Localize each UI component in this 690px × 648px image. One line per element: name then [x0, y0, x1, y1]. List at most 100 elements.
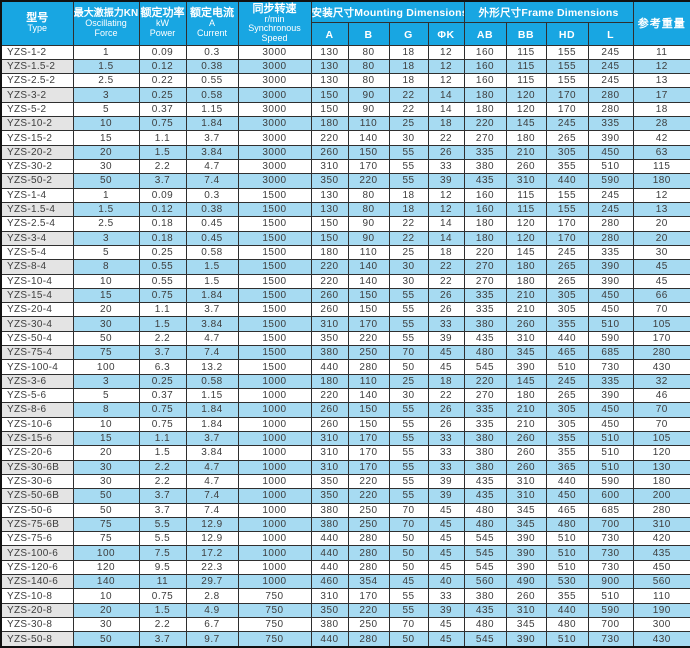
value-cell: 115	[505, 73, 547, 89]
value-cell: 335	[463, 144, 507, 161]
value-cell: 3000	[237, 130, 312, 146]
force-label-en2: Force	[94, 27, 118, 38]
value-cell: 280	[347, 631, 390, 648]
value-cell: 39	[427, 173, 465, 189]
value-cell: 380	[463, 158, 507, 175]
value-cell: 50	[72, 502, 140, 518]
value-cell: 1500	[237, 216, 312, 232]
value-cell: 0.58	[185, 244, 239, 261]
model-cell: YZS-20-6	[0, 445, 74, 461]
value-cell: 590	[587, 602, 634, 619]
value-cell: 480	[463, 345, 507, 361]
value-cell: 8	[72, 259, 140, 275]
value-cell: 0.58	[185, 373, 239, 390]
value-cell: 5.5	[138, 516, 187, 533]
value-cell: 17.2	[185, 545, 239, 561]
current-label-en: Current	[196, 27, 227, 38]
value-cell: 155	[545, 73, 589, 89]
table-body: YZS-1-2 1 0.09 0.3 3000 130 80 18 12 160 115 155 245…	[0, 44, 690, 648]
value-cell: 390	[587, 130, 634, 146]
value-cell: 10	[72, 116, 140, 132]
value-cell: 1.5	[138, 445, 187, 461]
value-cell: 80	[347, 44, 390, 60]
value-cell: 685	[587, 502, 634, 518]
value-cell: 265	[545, 130, 589, 146]
value-cell: 280	[347, 559, 390, 576]
value-cell: 190	[632, 602, 690, 619]
value-cell: 220	[347, 602, 390, 619]
model-cell: YZS-10-2	[0, 116, 74, 132]
value-cell: 440	[310, 559, 349, 576]
value-cell: 70	[388, 616, 429, 633]
value-cell: 270	[463, 273, 507, 289]
value-cell: 510	[587, 459, 634, 475]
model-cell: YZS-75-4	[0, 345, 74, 361]
value-cell: 75	[72, 516, 140, 533]
value-cell: 32	[632, 373, 690, 390]
speed-label-en2: Speed	[261, 32, 288, 43]
value-cell: 1000	[237, 545, 312, 561]
col-header-bb: BB	[505, 21, 547, 46]
value-cell: 545	[463, 559, 507, 576]
value-cell: 260	[310, 416, 349, 432]
table-row: YZS-100-6 100 7.5 17.2 1000 440 280 50 45 545 390 5…	[0, 545, 690, 561]
value-cell: 20	[72, 144, 140, 161]
value-cell: 900	[587, 574, 634, 590]
value-cell: 1000	[237, 416, 312, 432]
value-cell: 600	[587, 488, 634, 504]
value-cell: 115	[505, 44, 547, 60]
model-cell: YZS-3-6	[0, 373, 74, 390]
value-cell: 0.75	[138, 416, 187, 432]
value-cell: 115	[505, 187, 547, 203]
value-cell: 160	[463, 73, 507, 89]
value-cell: 29.7	[185, 574, 239, 590]
value-cell: 18	[427, 116, 465, 132]
table-row: YZS-30-6B 30 2.2 4.7 1000 310 170 55 33 380 260 365…	[0, 459, 690, 475]
value-cell: 50	[388, 359, 429, 375]
value-cell: 155	[545, 58, 589, 75]
value-cell: 80	[347, 58, 390, 75]
value-cell: 145	[505, 116, 547, 132]
value-cell: 120	[72, 559, 140, 576]
table-row: YZS-8-4 8 0.55 1.5 1500 220 140 30 22 270 180 265 39…	[0, 259, 690, 275]
value-cell: 18	[427, 373, 465, 390]
value-cell: 450	[632, 559, 690, 576]
model-cell: YZS-75-6	[0, 531, 74, 547]
value-cell: 305	[545, 144, 589, 161]
value-cell: 280	[632, 502, 690, 518]
value-cell: 450	[587, 144, 634, 161]
value-cell: 105	[632, 316, 690, 332]
value-cell: 265	[545, 387, 589, 404]
value-cell: 1000	[237, 473, 312, 490]
value-cell: 365	[545, 459, 589, 475]
value-cell: 4.7	[185, 330, 239, 347]
value-cell: 0.25	[138, 87, 187, 103]
speed-label-unit: r/min	[264, 13, 285, 24]
value-cell: 700	[587, 516, 634, 533]
value-cell: 22	[427, 273, 465, 289]
value-cell: 45	[427, 345, 465, 361]
value-cell: 140	[72, 574, 140, 590]
value-cell: 1500	[237, 187, 312, 203]
value-cell: 354	[347, 574, 390, 590]
frame-group-label: 外形尺寸Frame Dimensions	[478, 6, 619, 19]
value-cell: 150	[347, 302, 390, 318]
value-cell: 435	[463, 602, 507, 619]
value-cell: 245	[587, 44, 634, 60]
value-cell: 1500	[237, 273, 312, 289]
value-cell: 13	[632, 73, 690, 89]
value-cell: 280	[347, 359, 390, 375]
value-cell: 45	[427, 516, 465, 533]
value-cell: 170	[545, 101, 589, 118]
value-cell: 1.84	[185, 287, 239, 304]
value-cell: 0.75	[138, 287, 187, 304]
value-cell: 355	[545, 445, 589, 461]
value-cell: 750	[237, 602, 312, 619]
value-cell: 250	[347, 516, 390, 533]
value-cell: 1000	[237, 559, 312, 576]
value-cell: 465	[545, 345, 589, 361]
table-row: YZS-1.5-2 1.5 0.12 0.38 3000 130 80 18 12 160 115 1…	[0, 58, 690, 75]
value-cell: 25	[388, 116, 429, 132]
current-label-zh: 额定电流	[190, 7, 234, 20]
value-cell: 335	[463, 302, 507, 318]
